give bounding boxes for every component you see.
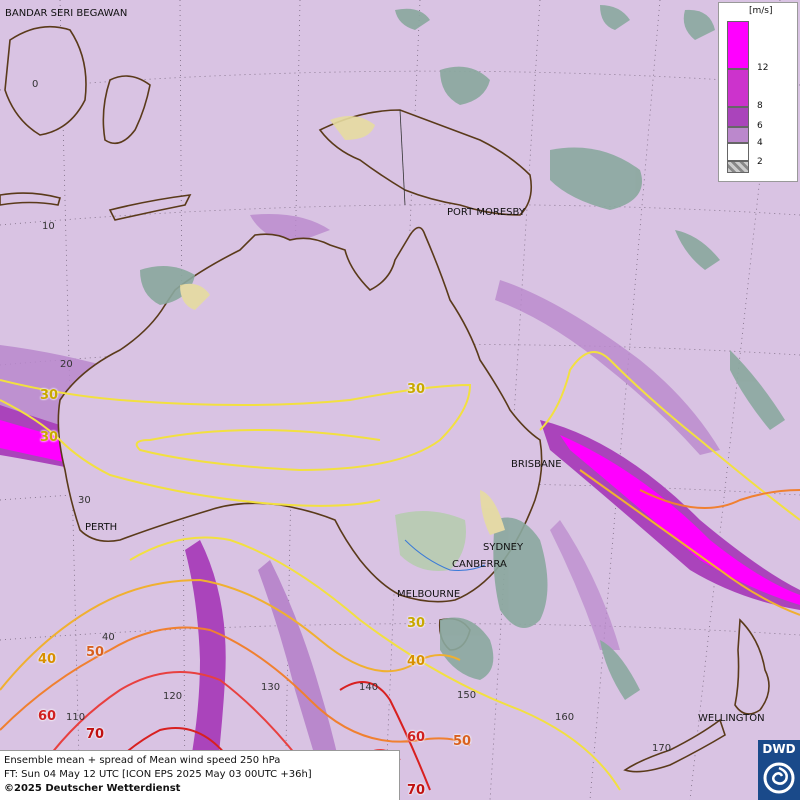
sulawesi-coast: [102, 75, 151, 145]
contour-50: [0, 626, 471, 746]
city-sydney: SYDNEY: [483, 542, 524, 553]
legend-unit: [m/s]: [749, 6, 773, 16]
city-brisbane: BRISBANE: [511, 459, 562, 470]
borneo-coast: [4, 25, 87, 136]
dwd-logo: DWD: [758, 740, 800, 800]
contour-label-70: 70: [407, 783, 426, 798]
contour-label-30: 30: [407, 616, 426, 631]
contour-label-40: 40: [38, 652, 57, 667]
lon-label-130: 130: [261, 682, 281, 693]
terrain: [140, 5, 785, 700]
lat-label-20: 20: [60, 359, 73, 370]
legend-tick: 4: [757, 138, 763, 148]
legend-tick: 12: [757, 63, 769, 73]
australia-coast: [57, 226, 543, 603]
new-zealand-south: [623, 718, 726, 773]
contour-70-b: [339, 681, 431, 791]
timor-coast: [108, 194, 192, 221]
lon-label-150: 150: [457, 690, 477, 701]
lon-label-160: 160: [555, 712, 575, 723]
contour-label-60: 60: [38, 709, 57, 724]
contour-label-70: 70: [86, 727, 105, 742]
legend-swatch: [727, 107, 749, 127]
contour-30-south: [129, 536, 621, 791]
landmasses: [0, 25, 770, 773]
product-title: Ensemble mean + spread of Mean wind spee…: [4, 755, 281, 766]
contour-label-60: 60: [407, 730, 426, 745]
contour-50-east: [639, 489, 800, 509]
contours: [0, 351, 800, 800]
legend-swatch: [727, 69, 749, 107]
city-bandar-seri-begawan: BANDAR SERI BEGAWAN: [5, 8, 128, 19]
lat-label-10: 10: [42, 221, 55, 232]
lon-label-140: 140: [359, 682, 379, 693]
contour-30-north: [0, 379, 472, 472]
java-coast: [0, 192, 61, 206]
legend-swatch: [727, 127, 749, 143]
contour-label-40: 40: [407, 654, 426, 669]
dwd-logo-text: DWD: [762, 742, 796, 756]
lat-label-0: 0: [32, 79, 39, 90]
murray-river: [404, 539, 486, 571]
city-canberra: CANBERRA: [452, 559, 507, 570]
copyright: ©2025 Deutscher Wetterdienst: [4, 783, 181, 794]
city-port-moresby: PORT MORESBY: [447, 207, 525, 218]
contour-40-south: [0, 578, 461, 691]
lon-label-170: 170: [652, 743, 672, 754]
legend-tick: 8: [757, 101, 763, 111]
contour-label-50: 50: [86, 645, 105, 660]
color-legend: [m/s] 12 8 6 4 2: [718, 2, 798, 182]
lon-label-120: 120: [163, 691, 183, 702]
lon-label-110: 110: [66, 712, 86, 723]
contour-label-50: 50: [453, 734, 472, 749]
contour-30-west: [0, 399, 381, 507]
legend-tick: 6: [757, 121, 763, 131]
contour-label-30: 30: [40, 388, 59, 403]
legend-tick: 2: [757, 157, 763, 167]
legend-swatch: [727, 161, 749, 173]
new-zealand-north: [734, 618, 770, 715]
info-box: Ensemble mean + spread of Mean wind spee…: [0, 750, 400, 800]
legend-swatch: [727, 143, 749, 161]
contour-40-east: [579, 469, 800, 616]
dwd-swirl-icon: [763, 762, 795, 794]
city-perth: PERTH: [85, 522, 118, 533]
new-guinea-coast: [318, 109, 533, 216]
contour-30-east: [539, 351, 800, 521]
lat-label-30: 30: [78, 495, 91, 506]
contour-label-30: 30: [407, 382, 426, 397]
forecast-time: FT: Sun 04 May 12 UTC [ICON EPS 2025 May…: [4, 769, 312, 780]
png-border: [399, 109, 406, 206]
city-wellington: WELLINGTON: [698, 713, 765, 724]
legend-swatch: [727, 21, 749, 69]
city-melbourne: MELBOURNE: [397, 589, 461, 600]
contour-label-30: 30: [40, 430, 59, 445]
lat-label-40: 40: [102, 632, 115, 643]
